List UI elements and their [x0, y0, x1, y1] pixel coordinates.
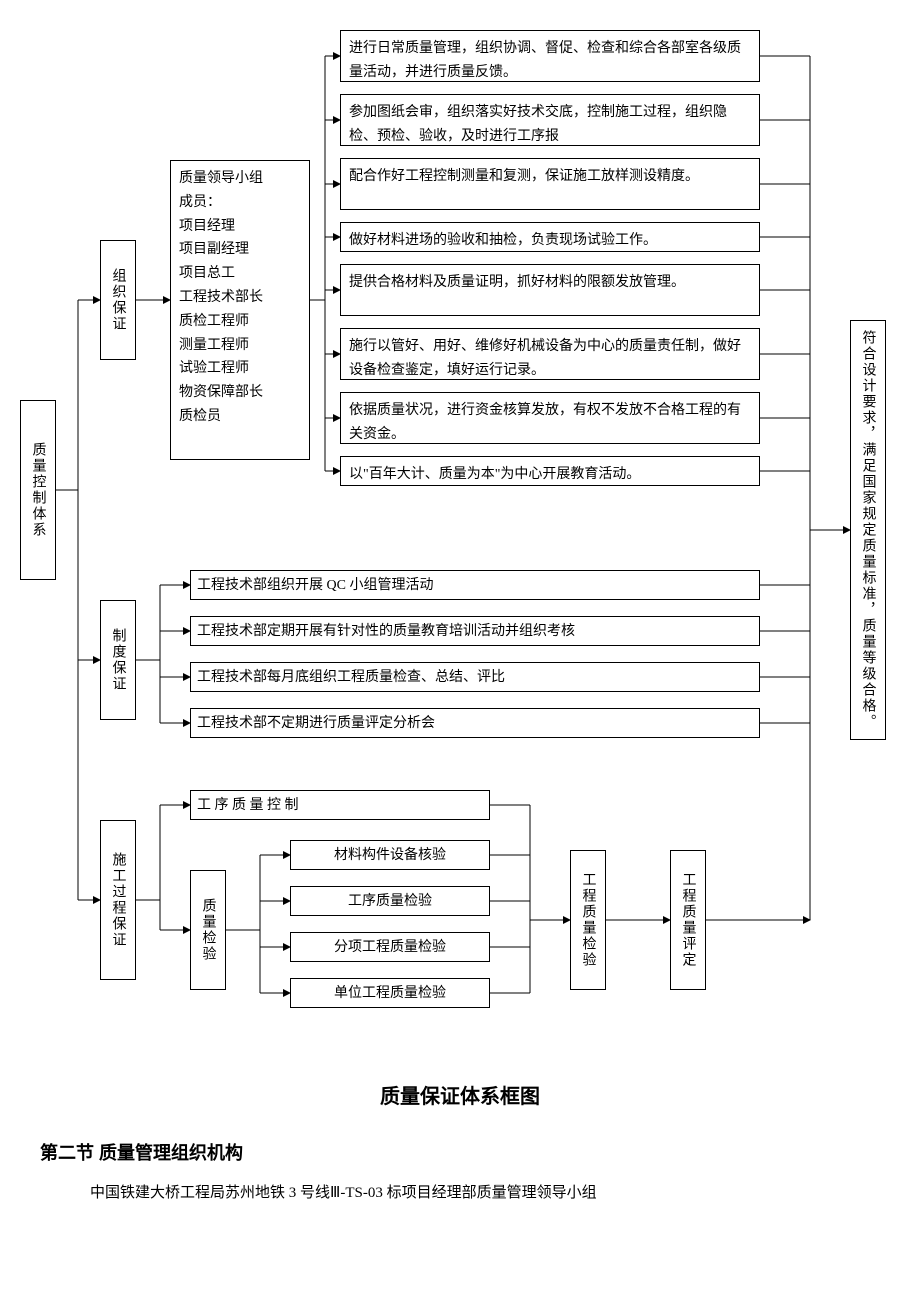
sys-task-0: 工程技术部组织开展 QC 小组管理活动	[190, 570, 760, 600]
org-task-3: 做好材料进场的验收和抽检，负责现场试验工作。	[340, 222, 760, 252]
con-out-0: 工程质量检验	[570, 850, 606, 990]
org-task-2: 配合作好工程控制测量和复测，保证施工放样测设精度。	[340, 158, 760, 210]
con-out-1: 工程质量评定	[670, 850, 706, 990]
org-team-box: 质量领导小组成员：项目经理项目副经理项目总工工程技术部长质检工程师测量工程师试验…	[170, 160, 310, 460]
org-task-7: 以"百年大计、质量为本"为中心开展教育活动。	[340, 456, 760, 486]
org-task-6: 依据质量状况，进行资金核算发放，有权不发放不合格工程的有关资金。	[340, 392, 760, 444]
paragraph-text: 中国铁建大桥工程局苏州地铁 3 号线Ⅲ-TS-03 标项目经理部质量管理领导小组	[60, 1180, 900, 1207]
con-proc-box: 工 序 质 量 控 制	[190, 790, 490, 820]
quality-assurance-diagram: 质量控制体系符合设计要求，满足国家规定质量标准，质量等级合格。组织保证制度保证施…	[20, 20, 900, 1070]
branch-con: 施工过程保证	[100, 820, 136, 980]
sys-task-3: 工程技术部不定期进行质量评定分析会	[190, 708, 760, 738]
org-task-0: 进行日常质量管理，组织协调、督促、检查和综合各部室各级质量活动，并进行质量反馈。	[340, 30, 760, 82]
con-item-2: 分项工程质量检验	[290, 932, 490, 962]
section-heading: 第二节 质量管理组织机构	[40, 1139, 900, 1165]
con-check-box: 质量检验	[190, 870, 226, 990]
branch-sys: 制度保证	[100, 600, 136, 720]
con-item-0: 材料构件设备核验	[290, 840, 490, 870]
con-item-3: 单位工程质量检验	[290, 978, 490, 1008]
org-task-5: 施行以管好、用好、维修好机械设备为中心的质量责任制，做好设备检查鉴定，填好运行记…	[340, 328, 760, 380]
diagram-caption: 质量保证体系框图	[20, 1080, 900, 1109]
branch-org: 组织保证	[100, 240, 136, 360]
con-item-1: 工序质量检验	[290, 886, 490, 916]
result-box: 符合设计要求，满足国家规定质量标准，质量等级合格。	[850, 320, 886, 740]
org-task-1: 参加图纸会审，组织落实好技术交底，控制施工过程，组织隐检、预检、验收，及时进行工…	[340, 94, 760, 146]
root-box: 质量控制体系	[20, 400, 56, 580]
org-task-4: 提供合格材料及质量证明，抓好材料的限额发放管理。	[340, 264, 760, 316]
sys-task-2: 工程技术部每月底组织工程质量检查、总结、评比	[190, 662, 760, 692]
sys-task-1: 工程技术部定期开展有针对性的质量教育培训活动并组织考核	[190, 616, 760, 646]
